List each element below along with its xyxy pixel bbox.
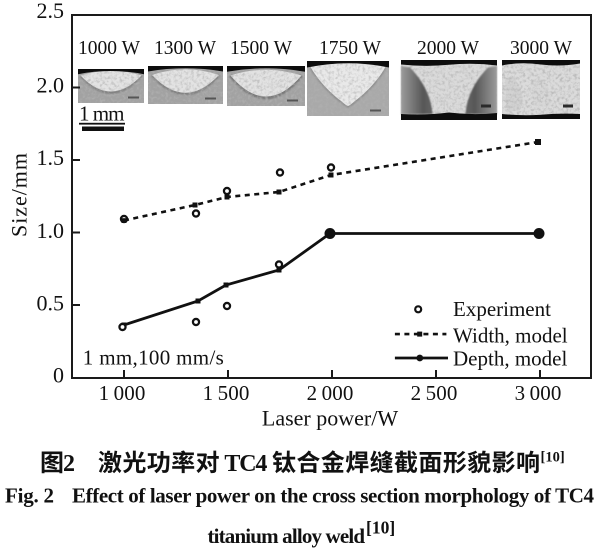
svg-text:3000 W: 3000 W	[510, 38, 573, 59]
svg-text:titanium alloy weld: titanium alloy weld	[208, 524, 366, 548]
svg-text:2000 W: 2000 W	[417, 38, 480, 59]
svg-text:0: 0	[53, 363, 64, 388]
svg-text:TC4: TC4	[224, 451, 267, 477]
svg-text:Size/mm: Size/mm	[7, 153, 32, 237]
svg-text:1.5: 1.5	[37, 145, 65, 170]
svg-text:1.0: 1.0	[37, 218, 65, 243]
svg-text:2.5: 2.5	[37, 0, 65, 23]
svg-text:Laser power/W: Laser power/W	[262, 406, 398, 431]
svg-text:1500 W: 1500 W	[230, 38, 293, 59]
svg-text:1000 W: 1000 W	[78, 38, 141, 59]
svg-text:1 mm,100 mm/s: 1 mm,100 mm/s	[83, 346, 224, 370]
svg-text:Fig. 2: Fig. 2	[5, 484, 54, 508]
svg-text:1 mm: 1 mm	[79, 102, 125, 126]
svg-text:Experiment: Experiment	[453, 297, 551, 321]
svg-text:[10]: [10]	[366, 518, 395, 538]
svg-text:Width, model: Width, model	[453, 323, 568, 347]
svg-text:2 000: 2 000	[307, 381, 354, 405]
svg-text:Depth, model: Depth, model	[453, 347, 567, 371]
svg-text:2: 2	[63, 451, 75, 477]
svg-text:Effect of laser power on the c: Effect of laser power on the cross secti…	[72, 484, 595, 508]
svg-text:1 500: 1 500	[203, 381, 250, 405]
svg-text:2.0: 2.0	[37, 73, 65, 98]
svg-text:1750 W: 1750 W	[319, 38, 382, 59]
svg-text:1300 W: 1300 W	[154, 38, 217, 59]
svg-text:1 000: 1 000	[99, 381, 146, 405]
svg-text:2 500: 2 500	[411, 381, 458, 405]
svg-text:3 000: 3 000	[515, 381, 562, 405]
svg-text:0.5: 0.5	[37, 291, 65, 316]
svg-text:[10]: [10]	[541, 450, 565, 466]
